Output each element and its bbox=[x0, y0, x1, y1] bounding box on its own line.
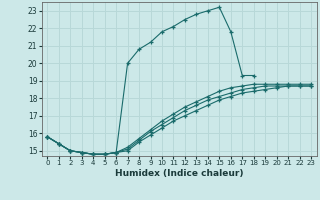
X-axis label: Humidex (Indice chaleur): Humidex (Indice chaleur) bbox=[115, 169, 244, 178]
